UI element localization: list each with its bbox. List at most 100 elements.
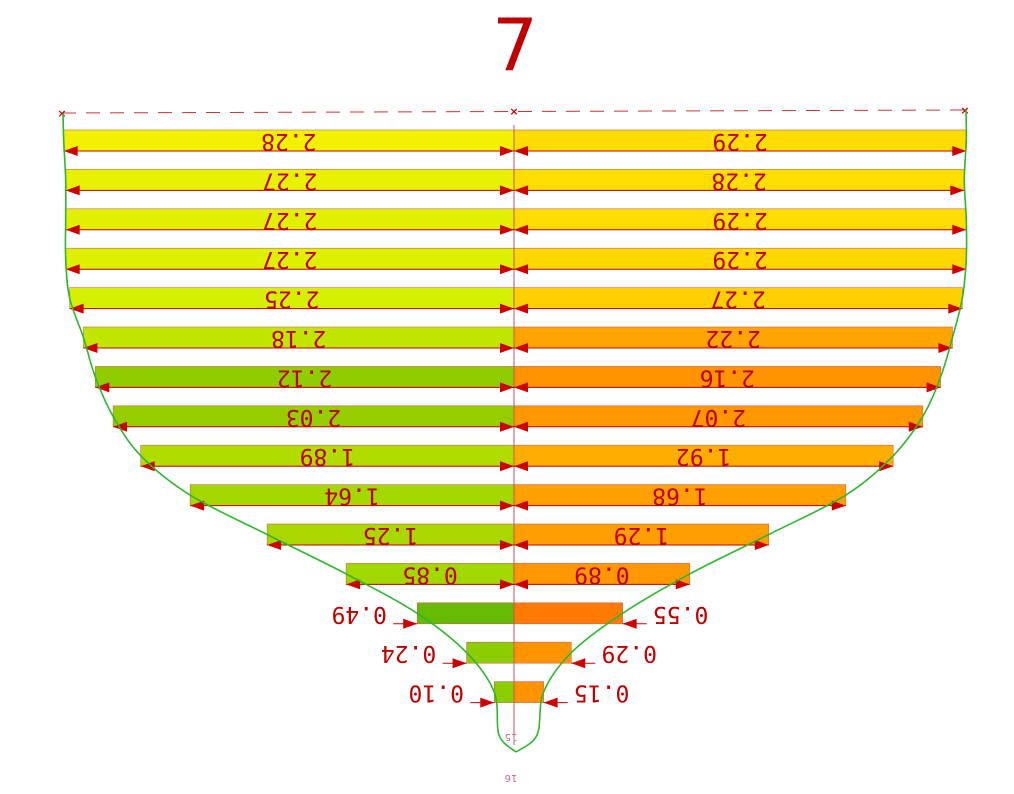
dimension-label-right: 2.16 [700, 364, 755, 390]
dimension-arrowhead [879, 461, 894, 472]
dimension-arrowhead [514, 579, 528, 590]
dimension-label-left: 0.85 [402, 561, 457, 587]
dimension-arrowhead [140, 461, 155, 472]
dimension-arrowhead [95, 382, 110, 393]
dimension-arrowhead [65, 185, 80, 196]
dimension-label-right: 0.15 [574, 680, 629, 706]
dimension-label-left: 2.12 [277, 364, 332, 390]
dimension-arrowhead [500, 303, 514, 314]
dimension-arrowhead [543, 697, 558, 708]
dimension-label-right: 1.68 [652, 483, 707, 509]
dimension-label-right: 2.29 [712, 207, 767, 233]
dimension-arrowhead [514, 185, 528, 196]
footer-label: 16 [505, 772, 518, 783]
dimension-label-right: 0.55 [653, 601, 708, 627]
reference-line [61, 109, 966, 114]
dimension-arrowhead [514, 500, 528, 511]
dimension-label-right: 2.29 [712, 128, 767, 154]
hull-outline-right [515, 109, 968, 753]
hull-outline-layer [62, 109, 968, 753]
dimension-label-right: 1.29 [614, 522, 669, 548]
dimension-arrowhead [675, 579, 690, 590]
dimension-arrowhead [926, 382, 941, 393]
bar-right [513, 681, 544, 703]
dimension-arrowhead [190, 500, 205, 511]
section-title: 7 [492, 3, 538, 87]
dimension-arrowhead [500, 382, 514, 393]
dimension-arrowhead [514, 224, 528, 235]
dimension-arrowhead [65, 264, 80, 275]
dimension-label-left: 2.27 [262, 207, 317, 233]
dimension-arrowhead [500, 146, 514, 156]
dimension-label-right: 2.28 [711, 167, 766, 193]
dimension-arrowhead [69, 303, 84, 314]
hull-outline-left [62, 112, 517, 753]
dimension-arrowhead [950, 185, 965, 196]
dimension-arrowhead [480, 697, 495, 708]
dimension-label-right: 1.92 [676, 443, 731, 469]
dimension-layer: × × × 2.28 2.29 2.27 2.28 2.27 2.29 2.27 2.29 2.25 2… [57, 104, 970, 745]
dimension-arrowhead [514, 461, 528, 472]
dimension-label-right: 2.29 [712, 246, 767, 272]
dimension-arrowhead [267, 540, 282, 550]
dimension-arrowhead [500, 264, 514, 275]
dimension-arrowhead [500, 540, 514, 550]
dimension-arrowhead [571, 658, 586, 669]
dimension-arrowhead [938, 343, 953, 353]
dimension-label-left: 2.28 [261, 128, 316, 154]
dimension-arrowhead [952, 146, 967, 156]
dimension-arrowhead [500, 343, 514, 353]
dimension-arrowhead [514, 540, 528, 550]
dimension-label-left: 2.25 [264, 286, 319, 312]
dimension-label-left: 0.24 [381, 640, 436, 666]
dimension-arrowhead [452, 658, 467, 669]
dimension-arrowhead [952, 264, 967, 275]
dimension-label-left: 0.49 [332, 601, 387, 627]
dimension-arrowhead [514, 343, 528, 353]
bars-layer [63, 129, 967, 703]
dimension-arrowhead [346, 579, 361, 590]
dimension-arrowhead [952, 224, 967, 235]
dimension-arrowhead [63, 146, 78, 156]
dimension-arrowhead [514, 264, 528, 275]
dimension-label-left: 1.25 [363, 522, 418, 548]
dimension-label-right: 2.22 [706, 325, 761, 351]
bar-left [416, 602, 515, 625]
bar-left [493, 681, 515, 703]
dimension-label-right: 0.29 [602, 640, 657, 666]
dimension-label-left: 2.03 [286, 404, 341, 430]
centerline-label: 15 [505, 731, 518, 742]
dimension-arrowhead [754, 540, 769, 550]
dimension-arrowhead [500, 224, 514, 235]
reference-marker: × [509, 105, 518, 118]
dimension-label-right: 2.07 [691, 404, 746, 430]
bar-right [513, 602, 623, 625]
dimension-label-left: 2.27 [262, 246, 317, 272]
dimension-label-left: 1.64 [324, 483, 379, 509]
dimension-label-right: 0.89 [574, 561, 629, 587]
dimension-arrowhead [65, 224, 80, 235]
dimension-arrowhead [500, 461, 514, 472]
dimension-label-left: 2.27 [262, 167, 317, 193]
dimension-arrowhead [500, 500, 514, 511]
dimension-arrowhead [514, 382, 528, 393]
dimension-arrowhead [514, 303, 528, 314]
dimension-arrowhead [514, 146, 528, 156]
dimension-arrowhead [500, 579, 514, 590]
reference-marker: × [57, 107, 66, 120]
dimension-label-left: 2.18 [271, 325, 326, 351]
dimension-arrowhead [83, 343, 98, 353]
dimension-arrowhead [403, 618, 418, 629]
reference-marker: × [960, 104, 969, 117]
bar-right [513, 641, 572, 664]
dimension-arrowhead [514, 421, 528, 432]
dimension-arrowhead [500, 185, 514, 196]
dimension-arrowhead [948, 303, 963, 314]
dimension-arrowhead [622, 618, 637, 629]
dimension-label-right: 2.27 [710, 286, 765, 312]
dimension-label-left: 1.89 [300, 443, 355, 469]
dimension-arrowhead [831, 500, 846, 511]
dimension-label-left: 0.10 [409, 680, 464, 706]
dimension-arrowhead [500, 421, 514, 432]
